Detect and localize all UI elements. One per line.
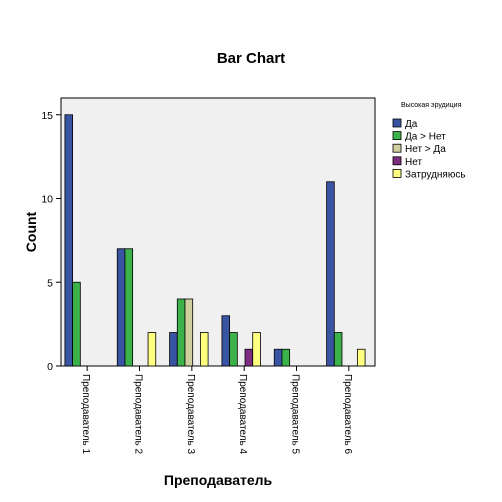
legend-swatch	[392, 131, 402, 141]
x-axis: Преподаватель 1 Преподаватель 2 Преподават…	[80, 366, 353, 455]
bar	[176, 298, 186, 367]
x-tick-label: Преподаватель 6	[342, 374, 353, 455]
bar	[252, 332, 261, 367]
bar	[244, 348, 254, 367]
legend-swatch	[392, 118, 402, 128]
y-tick-label: 0	[47, 361, 53, 373]
bars-group	[64, 114, 366, 367]
bar	[333, 332, 343, 367]
y-axis: 0 5 10 15	[41, 110, 61, 373]
y-axis-title: Count	[23, 211, 39, 252]
x-axis-title: Преподаватель	[164, 472, 273, 488]
bar	[116, 248, 126, 367]
chart-title: Bar Chart	[217, 50, 285, 67]
x-tick-label: Преподаватель 3	[185, 374, 196, 455]
bar	[229, 332, 238, 367]
bar	[356, 348, 366, 367]
legend-label: Нет	[405, 157, 422, 168]
x-tick-label: Преподаватель 5	[290, 374, 301, 455]
bar	[199, 332, 209, 367]
bar	[72, 281, 81, 367]
legend-label: Нет > Да	[405, 144, 446, 155]
bar	[169, 332, 178, 367]
legend-label: Да > Нет	[405, 132, 446, 143]
legend-label: Затрудняюсь	[405, 169, 466, 180]
x-tick-label: Преподаватель 2	[133, 374, 144, 455]
bar	[221, 315, 231, 367]
legend-swatch	[392, 168, 402, 178]
y-tick-label: 10	[41, 194, 53, 206]
bar	[147, 332, 157, 367]
legend-label: Да	[405, 119, 418, 130]
bar	[281, 348, 291, 367]
bar	[326, 181, 335, 367]
y-tick-label: 5	[47, 277, 53, 289]
bar	[64, 114, 74, 367]
bar	[184, 298, 194, 367]
legend-swatch	[392, 156, 402, 166]
x-tick-label: Преподаватель 1	[80, 374, 91, 455]
plot-area	[60, 97, 376, 367]
legend-swatch	[392, 143, 402, 153]
bar	[124, 248, 134, 367]
y-tick-label: 15	[41, 110, 53, 122]
legend-title: Высокая эрудиция	[401, 102, 462, 109]
bar	[273, 348, 283, 367]
x-tick-label: Преподаватель 4	[237, 374, 248, 455]
